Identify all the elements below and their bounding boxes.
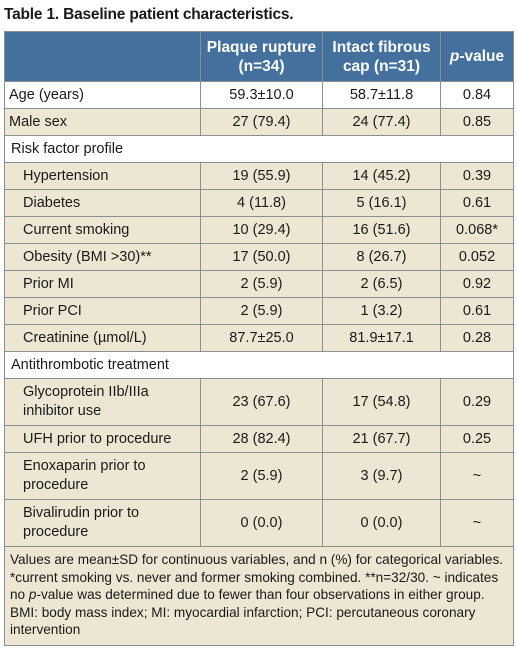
footnote-text-1: Values are mean±SD for continuous variab… xyxy=(10,552,504,602)
footnote-text-2: -value was determined due to fewer than … xyxy=(10,587,485,637)
section-label-antithrombotic: Antithrombotic treatment xyxy=(4,351,514,379)
table-row: UFH prior to procedure 28 (82.4) 21 (67.… xyxy=(4,425,514,453)
footnote-row: Values are mean±SD for continuous variab… xyxy=(4,546,514,646)
cell-intact-cap: 8 (26.7) xyxy=(322,243,441,271)
row-label: Male sex xyxy=(4,108,201,136)
cell-p-value: ~ xyxy=(440,452,514,500)
cell-intact-cap: 1 (3.2) xyxy=(322,297,441,325)
table-row: Male sex 27 (79.4) 24 (77.4) 0.85 xyxy=(4,108,514,136)
row-label: Creatinine (µmol/L) xyxy=(4,324,201,352)
row-label: Age (years) xyxy=(4,81,201,109)
row-label: Bivalirudin prior to procedure xyxy=(4,499,201,547)
table-row: Obesity (BMI >30)** 17 (50.0) 8 (26.7) 0… xyxy=(4,243,514,271)
table-row: Age (years) 59.3±10.0 58.7±11.8 0.84 xyxy=(4,81,514,109)
cell-p-value: 0.068* xyxy=(440,216,514,244)
cell-p-value: 0.29 xyxy=(440,378,514,426)
row-label: Hypertension xyxy=(4,162,201,190)
cell-plaque-rupture: 4 (11.8) xyxy=(200,189,323,217)
cell-plaque-rupture: 87.7±25.0 xyxy=(200,324,323,352)
table-row: Enoxaparin prior to procedure 2 (5.9) 3 … xyxy=(4,452,514,500)
cell-p-value: 0.85 xyxy=(440,108,514,136)
header-plaque-rupture: Plaque rupture (n=34) xyxy=(200,31,323,82)
cell-plaque-rupture: 2 (5.9) xyxy=(200,297,323,325)
row-label: Enoxaparin prior to procedure xyxy=(4,452,201,500)
cell-plaque-rupture: 10 (29.4) xyxy=(200,216,323,244)
table-row: Glycoprotein IIb/IIIa inhibitor use 23 (… xyxy=(4,378,514,426)
table-row: Current smoking 10 (29.4) 16 (51.6) 0.06… xyxy=(4,216,514,244)
cell-p-value: ~ xyxy=(440,499,514,547)
cell-p-value: 0.92 xyxy=(440,270,514,298)
table-caption: Table 1. Baseline patient characteristic… xyxy=(4,6,294,23)
header-intact-fibrous-cap: Intact fibrous cap (n=31) xyxy=(322,31,441,82)
table-row: Prior MI 2 (5.9) 2 (6.5) 0.92 xyxy=(4,270,514,298)
cell-intact-cap: 5 (16.1) xyxy=(322,189,441,217)
cell-p-value: 0.61 xyxy=(440,189,514,217)
cell-plaque-rupture: 23 (67.6) xyxy=(200,378,323,426)
cell-plaque-rupture: 0 (0.0) xyxy=(200,499,323,547)
section-row: Antithrombotic treatment xyxy=(4,351,514,379)
cell-intact-cap: 3 (9.7) xyxy=(322,452,441,500)
cell-plaque-rupture: 19 (55.9) xyxy=(200,162,323,190)
cell-intact-cap: 81.9±17.1 xyxy=(322,324,441,352)
cell-intact-cap: 21 (67.7) xyxy=(322,425,441,453)
table-container: Table 1. Baseline patient characteristic… xyxy=(4,4,514,646)
cell-p-value: 0.25 xyxy=(440,425,514,453)
cell-intact-cap: 0 (0.0) xyxy=(322,499,441,547)
cell-plaque-rupture: 27 (79.4) xyxy=(200,108,323,136)
row-label: Glycoprotein IIb/IIIa inhibitor use xyxy=(4,378,201,426)
table-row: Bivalirudin prior to procedure 0 (0.0) 0… xyxy=(4,499,514,547)
cell-intact-cap: 14 (45.2) xyxy=(322,162,441,190)
section-row: Risk factor profile xyxy=(4,135,514,163)
row-label: Prior PCI xyxy=(4,297,201,325)
table-row: Hypertension 19 (55.9) 14 (45.2) 0.39 xyxy=(4,162,514,190)
cell-p-value: 0.39 xyxy=(440,162,514,190)
cell-intact-cap: 2 (6.5) xyxy=(322,270,441,298)
cell-intact-cap: 17 (54.8) xyxy=(322,378,441,426)
table-row: Prior PCI 2 (5.9) 1 (3.2) 0.61 xyxy=(4,297,514,325)
section-label-risk-factors: Risk factor profile xyxy=(4,135,514,163)
cell-plaque-rupture: 2 (5.9) xyxy=(200,270,323,298)
table-row: Diabetes 4 (11.8) 5 (16.1) 0.61 xyxy=(4,189,514,217)
row-label: Diabetes xyxy=(4,189,201,217)
row-label: Obesity (BMI >30)** xyxy=(4,243,201,271)
cell-intact-cap: 16 (51.6) xyxy=(322,216,441,244)
header-empty-cell xyxy=(4,31,201,82)
cell-plaque-rupture: 2 (5.9) xyxy=(200,452,323,500)
cell-intact-cap: 58.7±11.8 xyxy=(322,81,441,109)
cell-intact-cap: 24 (77.4) xyxy=(322,108,441,136)
table-footnote: Values are mean±SD for continuous variab… xyxy=(4,546,514,646)
cell-p-value: 0.61 xyxy=(440,297,514,325)
cell-p-value: 0.28 xyxy=(440,324,514,352)
cell-p-value: 0.84 xyxy=(440,81,514,109)
cell-plaque-rupture: 17 (50.0) xyxy=(200,243,323,271)
header-p-italic: p xyxy=(449,48,460,65)
table-row: Creatinine (µmol/L) 87.7±25.0 81.9±17.1 … xyxy=(4,324,514,352)
header-row: Plaque rupture (n=34) Intact fibrous cap… xyxy=(4,31,514,82)
cell-plaque-rupture: 28 (82.4) xyxy=(200,425,323,453)
cell-p-value: 0.052 xyxy=(440,243,514,271)
header-p-rest: -value xyxy=(459,48,505,65)
cell-plaque-rupture: 59.3±10.0 xyxy=(200,81,323,109)
header-p-value: p-value xyxy=(440,31,514,82)
row-label: Prior MI xyxy=(4,270,201,298)
footnote-p-italic: p xyxy=(28,587,37,602)
baseline-characteristics-table: Plaque rupture (n=34) Intact fibrous cap… xyxy=(4,31,514,646)
row-label: Current smoking xyxy=(4,216,201,244)
row-label: UFH prior to procedure xyxy=(4,425,201,453)
